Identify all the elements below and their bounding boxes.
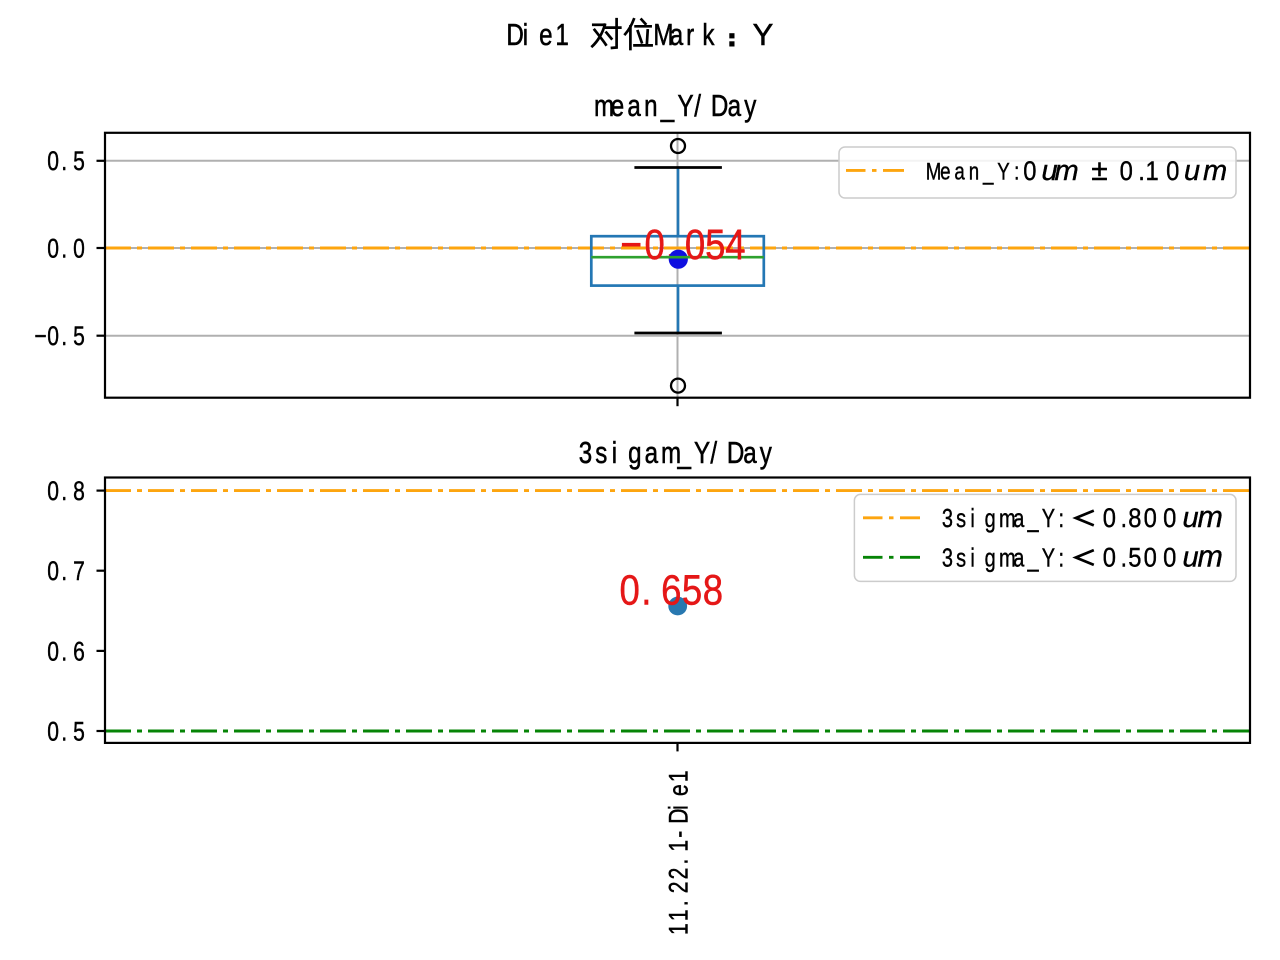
svg-text:0.5: 0.5 <box>47 717 85 747</box>
svg-text:0.0: 0.0 <box>47 234 85 264</box>
svg-text:u: u <box>1184 155 1200 187</box>
svg-text:m: m <box>1198 540 1223 574</box>
svg-text:m: m <box>1055 155 1079 187</box>
svg-text:0: 0 <box>1103 543 1116 573</box>
svg-text:u: u <box>1183 502 1199 534</box>
svg-text:0.054: 0.054 <box>645 221 746 268</box>
svg-text:5: 5 <box>1128 543 1141 573</box>
svg-text:Mean_Y:: Mean_Y: <box>926 158 1020 185</box>
svg-text:0: 0 <box>1163 543 1176 573</box>
svg-text:0.8: 0.8 <box>47 477 85 507</box>
svg-text:3sigma_Y:: 3sigma_Y: <box>942 504 1064 533</box>
svg-text:Die1: Die1 <box>506 17 568 52</box>
svg-text:0: 0 <box>1144 504 1157 534</box>
svg-text:.: . <box>1138 157 1145 187</box>
svg-text:.: . <box>1121 543 1128 573</box>
svg-text:u: u <box>1183 542 1199 574</box>
svg-text:0: 0 <box>1023 157 1036 187</box>
svg-text:Mark: Mark <box>653 17 714 52</box>
svg-text:Y: Y <box>753 17 774 52</box>
svg-text:3sigam_Y/Day: 3sigam_Y/Day <box>579 435 772 470</box>
svg-text:0.5: 0.5 <box>47 147 85 177</box>
svg-text:0.6: 0.6 <box>47 637 85 667</box>
svg-text:0: 0 <box>1163 504 1176 534</box>
svg-text:−0.5: −0.5 <box>34 322 84 352</box>
svg-text:m: m <box>1198 500 1223 534</box>
svg-text:0: 0 <box>1144 543 1157 573</box>
svg-text:0.658: 0.658 <box>620 567 724 614</box>
svg-text:0.7: 0.7 <box>47 557 85 587</box>
svg-text:0: 0 <box>1166 157 1179 187</box>
svg-text:8: 8 <box>1128 504 1141 534</box>
svg-text:u: u <box>1042 155 1058 187</box>
svg-text:11.22.1-Die1: 11.22.1-Die1 <box>664 770 694 935</box>
svg-text:0: 0 <box>1103 504 1116 534</box>
svg-text:0: 0 <box>1120 157 1133 187</box>
svg-text:.: . <box>1121 504 1128 534</box>
svg-text:m: m <box>1203 155 1227 187</box>
svg-text:1: 1 <box>1146 157 1159 187</box>
svg-text:mean_Y/Day: mean_Y/Day <box>594 88 756 123</box>
svg-text:3sigma_Y:: 3sigma_Y: <box>942 543 1064 572</box>
svg-text:±: ± <box>1091 154 1107 187</box>
